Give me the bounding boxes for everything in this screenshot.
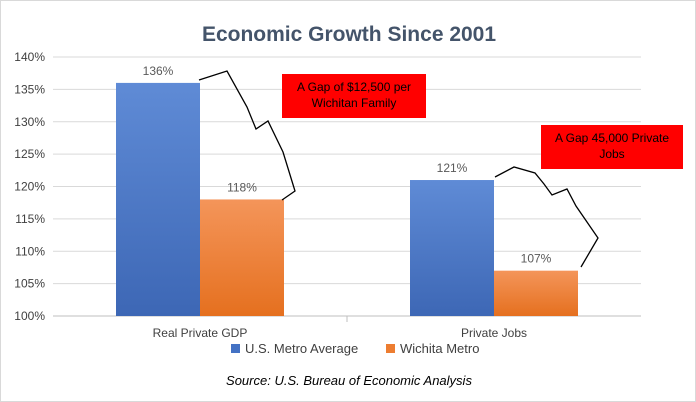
y-tick-label: 125% bbox=[14, 147, 45, 161]
annotation-text: Jobs bbox=[599, 147, 624, 161]
y-tick-label: 100% bbox=[14, 309, 45, 323]
y-tick-label: 105% bbox=[14, 277, 45, 291]
bar bbox=[200, 199, 284, 316]
y-tick-label: 140% bbox=[14, 50, 45, 64]
brace-connector bbox=[198, 70, 296, 201]
annotation-text: A Gap 45,000 Private bbox=[555, 131, 669, 145]
annotation-box bbox=[541, 125, 683, 169]
chart-source: Source: U.S. Bureau of Economic Analysis bbox=[226, 373, 472, 388]
bar bbox=[116, 82, 200, 317]
y-tick-label: 130% bbox=[14, 115, 45, 129]
data-label: 107% bbox=[521, 252, 552, 266]
data-label: 118% bbox=[227, 180, 257, 194]
y-tick-label: 110% bbox=[15, 244, 45, 258]
bar bbox=[494, 270, 578, 316]
data-label: 121% bbox=[437, 161, 468, 175]
legend-swatch bbox=[231, 344, 240, 353]
annotation-text: A Gap of $12,500 per bbox=[297, 80, 411, 94]
legend-label: U.S. Metro Average bbox=[245, 341, 358, 356]
legend-swatch bbox=[386, 344, 395, 353]
brace-connector bbox=[494, 166, 599, 268]
data-label: 136% bbox=[143, 64, 174, 78]
y-tick-label: 120% bbox=[14, 180, 45, 194]
legend-label: Wichita Metro bbox=[400, 341, 479, 356]
annotation-box bbox=[282, 74, 426, 118]
bar bbox=[410, 180, 494, 316]
y-tick-label: 115% bbox=[15, 212, 45, 226]
chart-title: Economic Growth Since 2001 bbox=[202, 23, 496, 46]
x-category-label: Private Jobs bbox=[461, 326, 527, 340]
x-category-label: Real Private GDP bbox=[153, 326, 248, 340]
annotation-text: Wichitan Family bbox=[312, 96, 397, 110]
y-tick-label: 135% bbox=[14, 82, 45, 96]
